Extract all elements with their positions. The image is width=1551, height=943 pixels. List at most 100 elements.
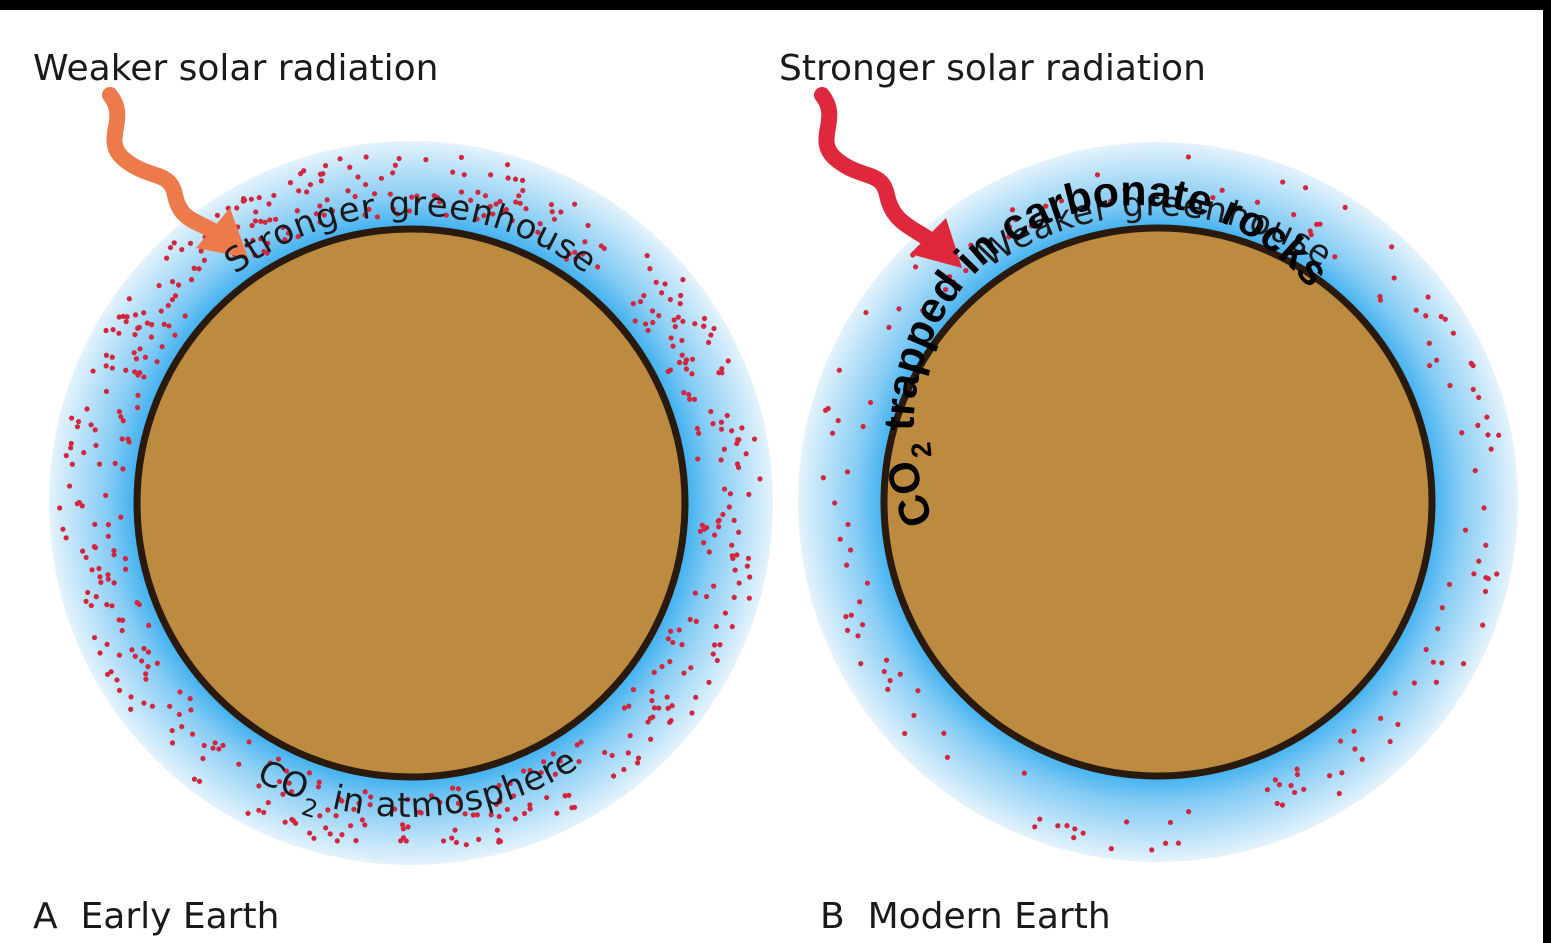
co2-dot xyxy=(196,778,203,784)
co2-dot xyxy=(318,178,324,184)
co2-dot xyxy=(739,425,745,431)
co2-dot xyxy=(304,189,310,195)
co2-dot xyxy=(686,391,692,398)
co2-dot xyxy=(665,636,671,642)
co2-dot xyxy=(679,642,685,648)
co2-dot xyxy=(719,370,725,376)
co2-dot xyxy=(187,695,193,702)
co2-dot xyxy=(746,595,752,601)
co2-dot xyxy=(944,754,951,760)
co2-dot xyxy=(1395,721,1401,728)
co2-dot xyxy=(482,193,489,199)
co2-dot xyxy=(571,804,578,810)
co2-dot xyxy=(105,572,111,578)
co2-dot xyxy=(920,307,926,314)
co2-dot xyxy=(189,731,196,737)
co2-dot xyxy=(602,749,608,756)
co2-dot xyxy=(1264,787,1271,793)
co2-dot xyxy=(256,807,262,813)
co2-dot xyxy=(98,579,104,585)
co2-dot xyxy=(1219,187,1225,193)
co2-dot xyxy=(1450,330,1456,336)
co2-dot xyxy=(187,240,194,246)
co2-dot xyxy=(88,422,94,428)
co2-dot xyxy=(1446,581,1453,588)
co2-dot xyxy=(398,838,404,844)
co2-dot xyxy=(630,686,637,693)
co2-dot xyxy=(729,428,735,434)
co2-dot xyxy=(452,827,458,833)
co2-dot xyxy=(745,555,752,561)
co2-dot xyxy=(843,614,849,620)
co2-dot xyxy=(453,839,460,846)
co2-dot xyxy=(1339,770,1345,776)
co2-dot xyxy=(1043,203,1049,209)
co2-dot xyxy=(116,652,122,658)
co2-dot xyxy=(91,544,97,550)
co2-dot xyxy=(143,671,149,677)
co2-dot xyxy=(105,576,111,582)
co2-dot xyxy=(92,521,98,527)
co2-dot xyxy=(1080,830,1086,836)
co2-dot xyxy=(1162,184,1168,191)
co2-dot xyxy=(681,390,687,396)
co2-dot xyxy=(111,580,117,586)
co2-dot xyxy=(595,264,601,270)
co2-dot xyxy=(191,776,198,782)
co2-dot xyxy=(1337,738,1344,744)
co2-dot xyxy=(1496,432,1502,438)
co2-dot xyxy=(92,427,98,433)
co2-dot xyxy=(391,806,398,812)
co2-dot xyxy=(267,217,273,223)
co2-dot xyxy=(645,327,651,334)
co2-dot xyxy=(911,712,917,719)
co2-dot xyxy=(1472,467,1478,474)
co2-dot xyxy=(76,499,82,506)
co2-dot xyxy=(641,292,647,299)
co2-dot xyxy=(695,456,701,462)
co2-dot xyxy=(512,816,519,822)
co2-dot xyxy=(1482,588,1489,595)
co2-dot xyxy=(1031,220,1037,226)
co2-dot xyxy=(135,392,141,398)
co2-dot xyxy=(371,191,378,197)
co2-dot xyxy=(74,424,81,430)
co2-dot xyxy=(1438,314,1444,320)
co2-dot xyxy=(523,206,529,212)
co2-dot xyxy=(1071,835,1077,841)
co2-dot xyxy=(881,668,887,675)
co2-dot xyxy=(1291,789,1298,796)
co2-dot xyxy=(582,239,588,245)
co2-dot xyxy=(711,642,718,648)
co2-dot xyxy=(708,408,714,415)
co2-dot xyxy=(544,794,550,801)
co2-dot xyxy=(212,740,218,746)
co2-dot xyxy=(855,633,861,639)
co2-dot xyxy=(1488,446,1494,452)
co2-dot xyxy=(1430,659,1437,665)
radiation-arrow xyxy=(102,87,223,240)
co2-dot xyxy=(665,705,671,711)
co2-dot xyxy=(736,580,742,586)
co2-dot xyxy=(963,267,969,274)
co2-dot xyxy=(1435,626,1441,632)
co2-dot xyxy=(404,796,411,803)
co2-dot xyxy=(265,799,271,806)
co2-dot xyxy=(734,552,740,558)
co2-dot xyxy=(327,831,333,837)
co2-dot xyxy=(722,610,728,616)
co2-dot xyxy=(576,758,582,765)
co2-dot xyxy=(132,369,138,375)
co2-dot xyxy=(832,500,838,506)
co2-dot xyxy=(1481,505,1487,511)
co2-dot xyxy=(1476,394,1482,401)
co2-dot xyxy=(651,705,657,711)
co2-dot xyxy=(649,697,655,704)
co2-dot xyxy=(488,812,494,818)
co2-dot xyxy=(947,273,953,280)
co2-dot xyxy=(103,327,109,334)
co2-dot xyxy=(1006,224,1013,230)
co2-dot xyxy=(474,216,480,222)
co2-dot xyxy=(573,256,579,262)
co2-dot xyxy=(68,445,74,451)
